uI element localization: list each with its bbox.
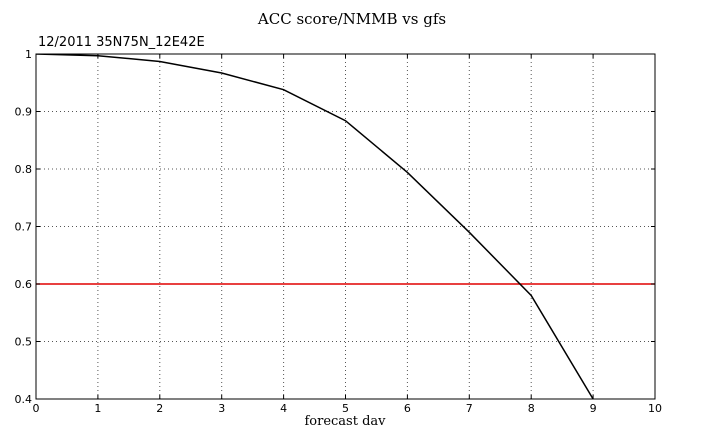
y-tick-label: 1 [25, 48, 32, 61]
series-line [36, 54, 594, 399]
x-tick-label: 1 [94, 402, 101, 415]
y-tick-label: 0.6 [15, 278, 33, 291]
grid [36, 54, 655, 399]
y-tick-label: 0.9 [15, 106, 33, 119]
x-tick-label: 9 [590, 402, 597, 415]
x-tick-label: 8 [528, 402, 535, 415]
x-axis-ticks: 0 1 2 3 4 5 6 7 8 9 10 [33, 54, 662, 415]
x-tick-label: 3 [218, 402, 225, 415]
x-axis-label: forecast dav [304, 414, 386, 427]
y-tick-label: 0.8 [15, 163, 33, 176]
x-tick-label: 5 [342, 402, 349, 415]
chart-title: ACC score/NMMB vs gfs [257, 10, 446, 28]
x-tick-label: 6 [404, 402, 411, 415]
y-tick-label: 0.5 [15, 336, 33, 349]
chart-subtitle: 12/2011 35N75N_12E42E [38, 35, 205, 50]
x-tick-label: 0 [33, 402, 40, 415]
y-tick-label: 0.4 [15, 393, 33, 406]
y-tick-label: 0.7 [15, 221, 33, 234]
x-tick-label: 2 [156, 402, 163, 415]
y-axis-ticks: 0.4 0.5 0.6 0.7 0.8 0.9 1 [15, 48, 655, 406]
series-layer [36, 54, 594, 399]
x-tick-label: 10 [648, 402, 662, 415]
x-tick-label: 7 [466, 402, 473, 415]
x-tick-label: 4 [280, 402, 287, 415]
